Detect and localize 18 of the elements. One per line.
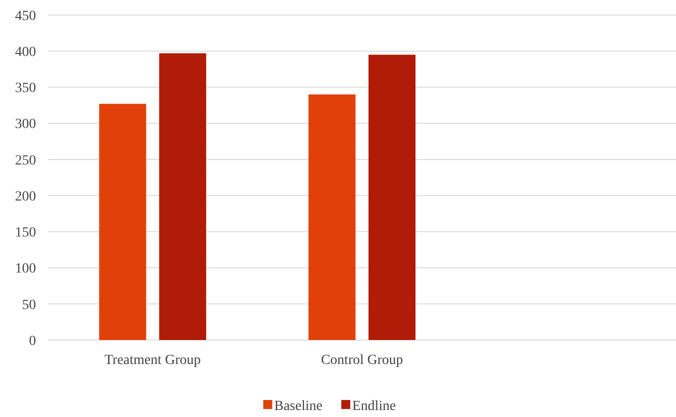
legend-label: Baseline: [274, 398, 322, 414]
bar: [308, 94, 356, 340]
x-tick-label: Control Group: [320, 353, 404, 368]
y-tick-label: 450: [15, 8, 36, 24]
y-tick-label: 50: [22, 298, 36, 313]
x-tick-label: Treatment Group: [104, 353, 201, 368]
bar: [159, 53, 206, 340]
bar: [368, 54, 416, 340]
bar: [99, 104, 146, 340]
y-tick-label: 150: [15, 226, 36, 241]
legend-label: Endline: [352, 398, 396, 414]
y-tick-label: 300: [15, 117, 36, 132]
y-tick-label: 250: [15, 153, 36, 168]
y-tick-label: 350: [15, 81, 36, 96]
y-tick-label: 100: [15, 262, 36, 277]
y-tick-label: 400: [15, 45, 36, 60]
y-tick-label: 0: [29, 334, 36, 349]
y-tick-label: 200: [15, 189, 36, 204]
